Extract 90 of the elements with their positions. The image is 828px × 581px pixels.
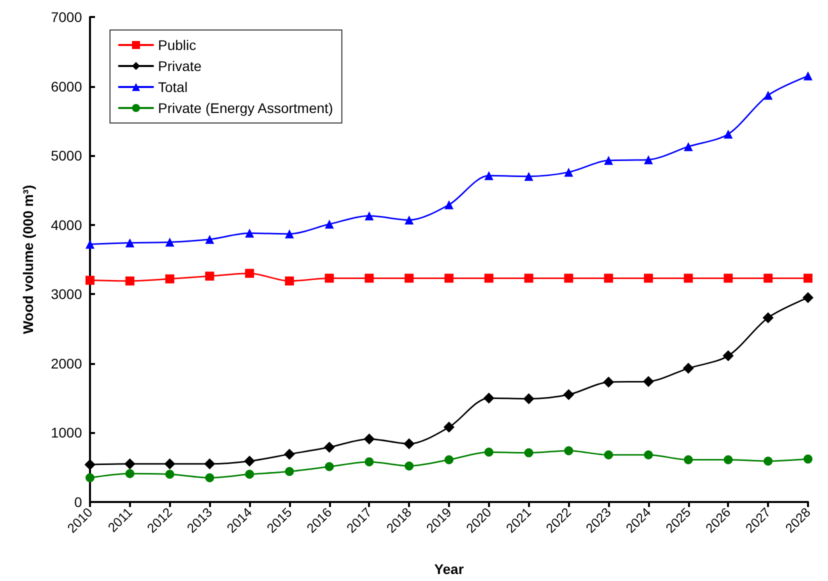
point [84, 459, 96, 470]
point [604, 274, 614, 283]
point [444, 274, 454, 283]
y-tick-label: 3000 [50, 286, 82, 302]
legend-label: Total [158, 79, 188, 95]
point [524, 448, 534, 458]
point [644, 155, 653, 164]
point [125, 238, 134, 248]
point [245, 228, 254, 238]
point [804, 454, 812, 464]
y-tick-label: 5000 [50, 148, 82, 164]
point [604, 156, 614, 165]
point [364, 433, 375, 444]
point [404, 461, 414, 470]
point [444, 422, 454, 433]
point [523, 393, 534, 404]
point [364, 211, 374, 220]
point [484, 448, 494, 457]
point [204, 458, 216, 470]
point [564, 446, 574, 456]
point [324, 274, 334, 283]
point [684, 455, 693, 464]
point [483, 392, 494, 404]
point [284, 229, 294, 238]
point [324, 462, 334, 472]
point [724, 455, 733, 464]
point [764, 90, 773, 100]
point [524, 172, 534, 181]
point [284, 467, 294, 476]
point [682, 362, 694, 374]
point [244, 456, 256, 467]
point [444, 200, 454, 210]
point [804, 71, 812, 80]
point [644, 450, 653, 460]
point [86, 473, 94, 482]
point [404, 438, 415, 450]
y-tick-label: 4000 [50, 216, 82, 233]
point [364, 457, 374, 466]
point [364, 274, 374, 283]
point [125, 276, 134, 286]
point [684, 274, 693, 283]
legend-label: Public [158, 37, 196, 53]
point [165, 470, 174, 479]
point [324, 442, 335, 453]
point [205, 234, 214, 244]
point [284, 276, 294, 286]
point [603, 376, 614, 388]
point [722, 350, 734, 362]
point [684, 142, 693, 152]
y-tick-label: 1000 [50, 424, 82, 441]
y-tick-label: 7000 [50, 9, 82, 25]
point [245, 470, 254, 479]
point [165, 238, 174, 247]
point [245, 268, 254, 278]
point [324, 220, 334, 229]
point [804, 274, 812, 283]
x-axis-title: Year [434, 561, 464, 577]
point [205, 473, 214, 482]
point [564, 274, 574, 283]
point [563, 389, 574, 400]
point [164, 458, 176, 470]
point [125, 469, 134, 478]
point [724, 274, 733, 283]
point [404, 216, 414, 225]
point [764, 456, 773, 466]
point [205, 272, 214, 281]
y-tick-label: 6000 [50, 78, 82, 94]
point [444, 455, 454, 464]
y-axis-title: Wood volume (000 m³) [20, 184, 36, 334]
point [404, 274, 414, 283]
point [564, 168, 574, 177]
point [724, 130, 733, 139]
point [762, 312, 774, 324]
legend-label: Private (Energy Assortment) [158, 100, 334, 116]
point [644, 274, 653, 283]
point [604, 450, 614, 460]
point [764, 274, 773, 283]
point [802, 292, 814, 304]
point [524, 274, 534, 283]
legend-label: Private [158, 58, 202, 74]
y-tick-label: 2000 [50, 355, 82, 372]
point [124, 458, 136, 470]
point [86, 276, 94, 285]
point [86, 240, 94, 249]
point [484, 274, 494, 283]
point [642, 376, 654, 387]
y-tick-label: 0 [74, 494, 82, 510]
point [484, 171, 494, 180]
point [284, 448, 295, 460]
point [165, 274, 174, 284]
